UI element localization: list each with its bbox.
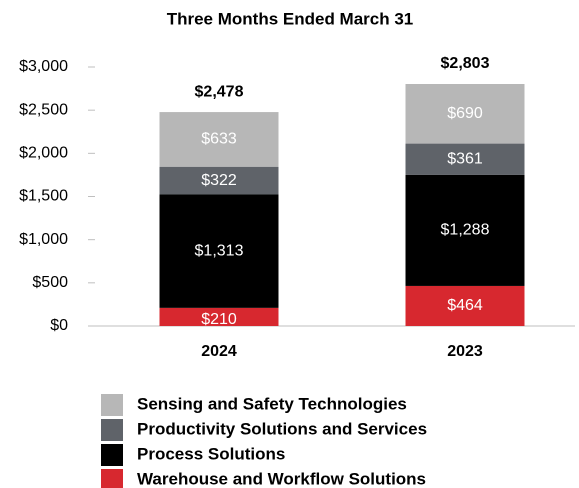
bar-segment — [405, 174, 525, 286]
bar-segment — [159, 307, 279, 326]
segment-label: $210 — [201, 311, 237, 328]
legend-swatch — [101, 469, 123, 488]
bar-segment — [159, 112, 279, 167]
bar-segment — [159, 194, 279, 308]
segment-label: $361 — [447, 150, 483, 167]
segment-label: $322 — [201, 172, 237, 189]
legend-label: Productivity Solutions and Services — [137, 419, 427, 438]
x-tick-label: 2024 — [201, 343, 237, 360]
y-tick-label: $500 — [32, 274, 68, 291]
legend-label: Warehouse and Workflow Solutions — [137, 469, 426, 488]
total-label: $2,478 — [195, 83, 244, 100]
total-label: $2,803 — [441, 55, 490, 72]
legend-swatch — [101, 444, 123, 466]
bar-segment — [159, 166, 279, 195]
bar-segment — [405, 84, 525, 144]
y-tick-label: $3,000 — [19, 58, 68, 75]
y-tick-label: $0 — [50, 317, 68, 334]
segment-label: $1,313 — [195, 242, 244, 259]
legend-label: Sensing and Safety Technologies — [137, 394, 407, 413]
bar-segment — [405, 143, 525, 175]
legend-label: Process Solutions — [137, 444, 285, 463]
legend-swatch — [101, 419, 123, 441]
bar-segment — [405, 285, 525, 326]
y-tick-label: $1,000 — [19, 231, 68, 248]
segment-label: $1,288 — [441, 222, 490, 239]
y-tick-label: $2,500 — [19, 101, 68, 118]
x-tick-label: 2023 — [447, 343, 483, 360]
segment-label: $690 — [447, 105, 483, 122]
segment-label: $633 — [201, 131, 237, 148]
chart-title: Three Months Ended March 31 — [167, 9, 414, 28]
y-tick-label: $2,000 — [19, 145, 68, 162]
segment-label: $464 — [447, 297, 483, 314]
y-tick-label: $1,500 — [19, 188, 68, 205]
legend-swatch — [101, 394, 123, 416]
